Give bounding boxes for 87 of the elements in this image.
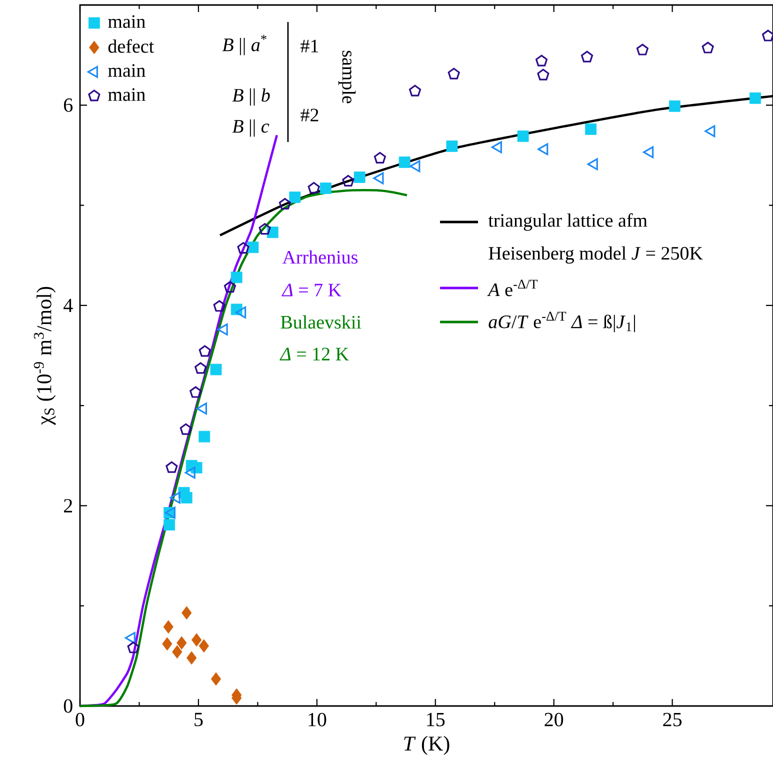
point — [278, 198, 291, 210]
point — [194, 362, 207, 374]
point — [217, 323, 228, 336]
point — [176, 636, 187, 650]
point — [320, 182, 332, 194]
point — [191, 633, 202, 647]
point — [537, 68, 550, 80]
point — [166, 461, 178, 473]
point — [448, 68, 460, 80]
legend-label: main — [108, 15, 146, 28]
point — [162, 637, 172, 651]
annotation: Arrhenius — [282, 250, 358, 264]
point — [163, 620, 174, 634]
point — [702, 42, 714, 54]
annotation: #1 — [300, 40, 318, 52]
annotation: Heisenberg model J = 250K — [488, 246, 703, 264]
annotation: B || b — [232, 88, 270, 106]
point — [491, 141, 502, 154]
point — [410, 160, 420, 172]
point — [643, 146, 654, 158]
point — [587, 158, 598, 170]
x-tick-label: 25 — [663, 712, 682, 726]
annotation: Bulaevskii — [280, 315, 362, 329]
y-tick-label: 4 — [64, 298, 73, 312]
point — [178, 486, 190, 498]
annotation: B || a$^{*}$ — [222, 34, 266, 56]
point — [196, 402, 208, 415]
point — [258, 223, 271, 235]
point — [210, 364, 222, 376]
point — [750, 92, 761, 104]
annotation: Δ = 12 K — [280, 348, 349, 360]
point — [342, 174, 354, 186]
point — [408, 84, 422, 96]
point — [373, 172, 384, 184]
point — [289, 192, 301, 203]
point — [164, 519, 176, 530]
point — [585, 123, 597, 135]
point — [198, 639, 209, 653]
point — [536, 54, 548, 66]
point — [398, 156, 410, 168]
annotation: #2 — [300, 108, 318, 122]
point — [213, 300, 226, 312]
y-tick-label: 6 — [64, 98, 73, 112]
point — [237, 242, 250, 254]
point — [704, 125, 716, 138]
annotation: Δ = 7 K — [282, 284, 342, 296]
point — [668, 100, 680, 112]
y-tick-label: 0 — [64, 699, 72, 713]
point — [190, 386, 202, 398]
legend-label: A e$^{-Δ/T}$ — [487, 280, 538, 296]
x-axis-title: T (K) — [404, 736, 450, 755]
point — [580, 50, 594, 62]
point — [354, 172, 366, 183]
point — [127, 642, 140, 654]
point — [308, 182, 320, 194]
point — [762, 30, 773, 42]
text: aG/T e$^{-Δ/T}$ Δ = ß|J$_{1}$| — [488, 312, 635, 332]
point — [517, 130, 529, 142]
y-axis-title: χ$_{S}$ (10$^{-9}$ m$^{3}$/mol) — [34, 286, 56, 425]
point — [374, 152, 386, 164]
point — [172, 645, 182, 659]
legend-label: main — [108, 88, 146, 101]
point — [182, 606, 192, 620]
legend-label: defect — [108, 39, 154, 53]
legend-label: triangular lattice afm — [488, 213, 648, 231]
x-tick-label: 20 — [544, 712, 564, 726]
x-tick-label: 5 — [194, 712, 203, 726]
annotation: B || c — [232, 119, 270, 137]
point — [247, 242, 259, 254]
point — [198, 430, 210, 442]
point — [186, 651, 197, 665]
point — [210, 672, 222, 686]
x-tick-label: 10 — [308, 712, 326, 726]
point — [198, 345, 211, 357]
point — [180, 423, 192, 435]
y-tick-label: 2 — [64, 499, 72, 512]
point — [230, 272, 242, 284]
x-tick-label: 15 — [427, 712, 445, 726]
point — [224, 281, 236, 293]
point — [636, 44, 648, 56]
point — [538, 143, 548, 156]
x-tick-label: 0 — [76, 712, 84, 726]
legend-label: main — [108, 64, 146, 77]
annotation: sample — [338, 50, 356, 104]
point — [235, 306, 246, 318]
point — [446, 140, 458, 152]
point — [184, 466, 196, 479]
